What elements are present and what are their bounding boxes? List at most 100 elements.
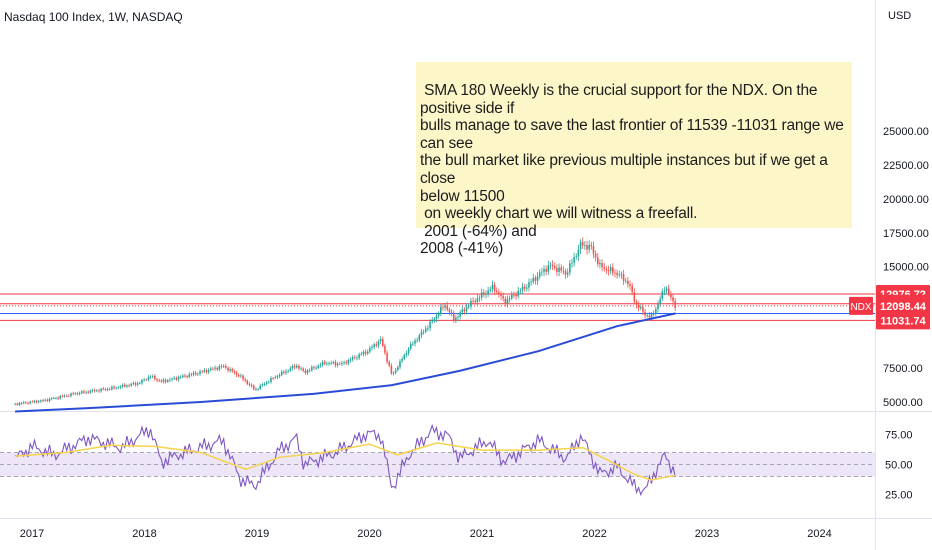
candle-body xyxy=(263,384,266,385)
candle-body xyxy=(55,397,57,399)
candle-body xyxy=(108,389,111,390)
candle-body xyxy=(607,270,610,272)
candle-body xyxy=(192,372,195,375)
candle-body xyxy=(569,263,571,273)
candle-body xyxy=(244,379,246,381)
candle-body xyxy=(369,347,371,352)
candle-body xyxy=(586,245,588,250)
candle-body xyxy=(147,377,150,380)
candle-body xyxy=(446,305,449,310)
candle-body xyxy=(579,242,582,250)
candle-body xyxy=(291,366,294,369)
candle-body xyxy=(556,267,558,272)
candle-body xyxy=(648,315,651,318)
candle-body xyxy=(551,264,554,267)
candle-body xyxy=(50,398,53,400)
candle-body xyxy=(646,315,649,317)
candle-body xyxy=(319,364,322,366)
candle-body xyxy=(508,298,511,300)
candle-body xyxy=(295,365,298,368)
candle-body xyxy=(246,380,249,385)
candle-body xyxy=(134,383,137,385)
candle-body xyxy=(179,377,182,378)
candle-body xyxy=(31,401,34,403)
candle-body xyxy=(422,331,425,333)
y-tick-label: 5000.00 xyxy=(883,397,923,409)
candle-body xyxy=(132,383,135,384)
candle-body xyxy=(667,288,670,294)
candle-body xyxy=(61,396,64,397)
candle-body xyxy=(68,395,70,397)
candle-body xyxy=(323,361,326,364)
candle-body xyxy=(498,292,500,295)
candle-body xyxy=(182,375,184,378)
candle-body xyxy=(414,340,416,344)
candle-body xyxy=(306,370,309,373)
rsi-tick-label: 75.00 xyxy=(885,430,913,442)
candle-body xyxy=(300,368,302,370)
candle-body xyxy=(558,267,560,272)
candle-body xyxy=(435,315,438,319)
candle-body xyxy=(25,402,27,404)
candle-body xyxy=(605,268,608,271)
candle-body xyxy=(225,366,227,368)
candle-body xyxy=(618,274,621,276)
candle-body xyxy=(42,400,44,402)
candle-body xyxy=(575,256,578,258)
candle-body xyxy=(596,257,599,265)
x-tick-label: 2023 xyxy=(695,528,719,540)
candle-body xyxy=(519,290,522,292)
candle-body xyxy=(485,293,487,295)
candle-body xyxy=(287,370,289,372)
candle-body xyxy=(412,343,414,345)
currency-label: USD xyxy=(888,10,911,22)
candle-body xyxy=(158,380,160,382)
candle-body xyxy=(491,284,494,290)
candle-body xyxy=(14,403,16,405)
candle-body xyxy=(375,344,378,346)
candle-body xyxy=(635,301,638,305)
candle-body xyxy=(330,362,332,364)
candle-body xyxy=(128,385,130,387)
candle-body xyxy=(470,300,472,307)
candle-body xyxy=(154,376,156,380)
level-label: 11031.74 xyxy=(880,315,926,327)
candle-body xyxy=(123,384,126,387)
candle-body xyxy=(465,307,468,312)
candle-body xyxy=(96,390,98,392)
candle-body xyxy=(433,318,436,321)
candle-body xyxy=(143,379,145,381)
candle-body xyxy=(622,274,625,281)
candle-body xyxy=(220,366,223,367)
candle-body xyxy=(349,359,352,361)
candle-body xyxy=(547,265,550,272)
candle-body xyxy=(538,272,541,277)
candle-body xyxy=(259,385,262,389)
candle-body xyxy=(661,291,664,299)
candle-body xyxy=(457,316,459,318)
candle-body xyxy=(354,357,356,359)
candle-body xyxy=(487,290,489,294)
candle-body xyxy=(657,303,659,310)
candle-body xyxy=(46,399,49,401)
candle-body xyxy=(536,276,539,281)
candle-body xyxy=(637,304,640,309)
candle-body xyxy=(283,371,285,373)
candle-body xyxy=(240,375,242,377)
y-tick-label: 15000.00 xyxy=(883,262,929,274)
candle-body xyxy=(452,312,455,321)
candle-body xyxy=(248,384,251,385)
candle-body xyxy=(592,246,595,254)
candle-body xyxy=(98,390,100,392)
candle-body xyxy=(599,263,601,265)
candle-body xyxy=(237,374,240,377)
candle-body xyxy=(242,375,244,380)
candle-body xyxy=(581,242,584,246)
candle-body xyxy=(401,358,403,361)
candle-body xyxy=(528,282,530,288)
candle-body xyxy=(360,354,363,356)
y-tick-label: 7500.00 xyxy=(883,363,923,375)
candle-body xyxy=(571,262,573,264)
candle-body xyxy=(205,370,208,373)
candle-body xyxy=(407,348,410,354)
